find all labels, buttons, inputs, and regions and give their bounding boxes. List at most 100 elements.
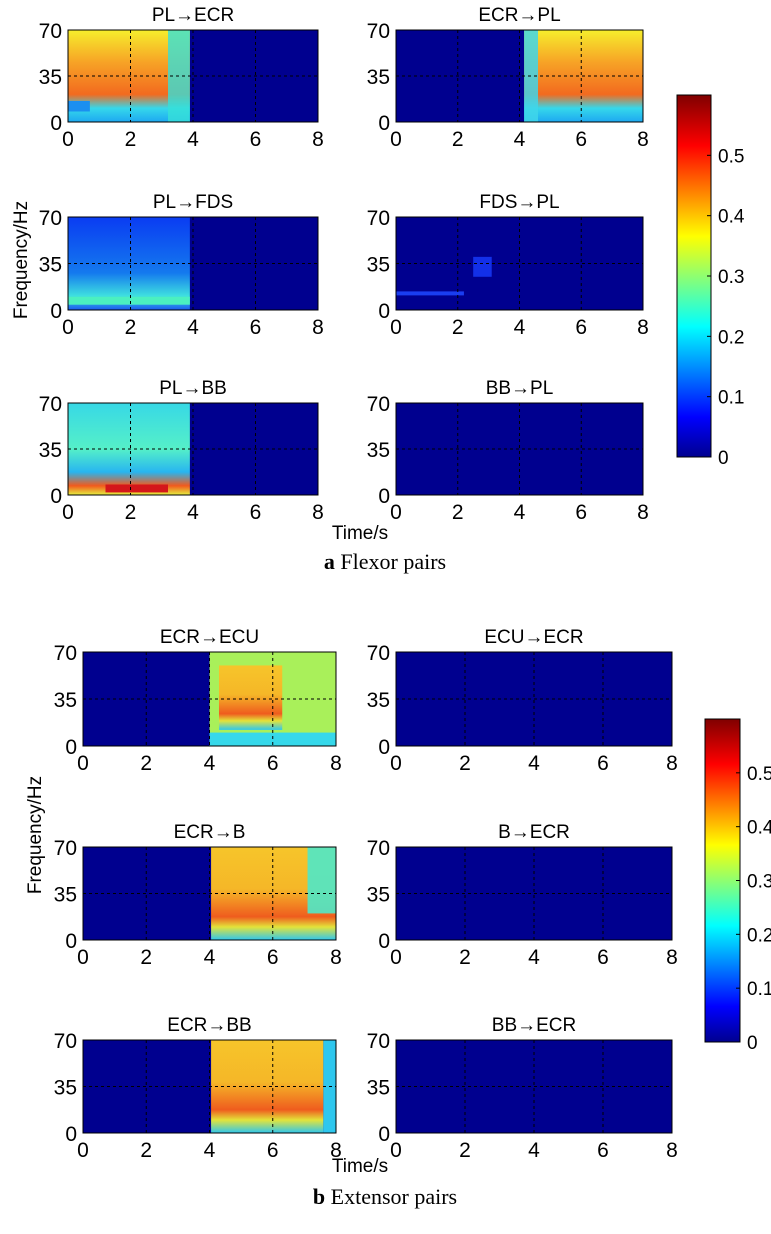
colorbar-tick: 0.2 [747,925,771,946]
subplot-b-6: BB→ECR 0 2 4 6 8 0 35 70 [367,1015,678,1162]
subplot-b-2: ECU→ECR 0 2 4 6 8 0 35 70 [367,627,678,775]
panel-caption-text: Extensor pairs [325,1184,457,1209]
subplot-a-6-xtick: 6 [575,501,587,524]
subplot-a-3-xtick: 0 [62,316,74,339]
subplot-a-4-frame [395,216,644,311]
y-axis-label: Frequency/Hz [11,201,32,319]
panel-b: ECR→ECU 0 2 4 6 8 0 35 70 ECU→ECR 0 2 4 6 8 0 35 70 ECR→B 0… [25,627,771,1209]
subplot-a-3-xtick: 6 [250,316,262,339]
subplot-a-3-xtick: 8 [312,316,324,339]
subplot-b-1-activity-low [209,732,336,746]
subplot-a-1-xtick: 8 [312,128,324,151]
subplot-a-2-ytick: 35 [367,66,390,89]
subplot-b-5: ECR→BB 0 2 4 6 8 0 35 70 [54,1015,342,1162]
subplot-b-3: ECR→B 0 2 4 6 8 0 35 70 [54,822,342,969]
subplot-a-3-xtick: 2 [125,316,137,339]
subplot-b-2-ytick: 0 [378,736,390,759]
panel-caption: b Extensor pairs [313,1184,457,1209]
subplot-b-4-ytick: 70 [367,837,390,860]
subplot-b-6-xtick: 2 [459,1139,471,1162]
subplot-a-3: PL→FDS 0 2 4 6 8 0 35 70 [39,192,324,339]
subplot-a-4-activity-line [396,291,464,296]
subplot-a-2-xtick: 6 [575,128,587,151]
subplot-a-2: ECR→PL 0 2 4 6 8 0 35 70 [367,5,649,151]
subplot-a-5-xtick: 8 [312,501,324,524]
subplot-b-1-xtick: 2 [140,752,152,775]
panel-caption-letter: b [313,1184,325,1209]
subplot-a-5: PL→BB 0 2 4 6 8 0 35 70 [39,378,324,524]
subplot-a-3-activity-low [68,296,190,305]
subplot-b-4-xtick: 0 [390,946,402,969]
colorbar-tick: 0 [747,1033,758,1054]
subplot-a-1-xtick: 0 [62,128,74,151]
subplot-b-6-ytick: 0 [378,1123,390,1146]
subplot-a-1-title: PL→ECR [152,5,234,26]
subplot-b-5-title: ECR→BB [167,1015,251,1036]
subplot-a-1-frame [67,29,319,123]
colorbar-tick: 0.1 [747,979,771,1000]
panel-caption-letter: a [324,549,335,574]
subplot-a-2-activity-edge [524,30,539,122]
subplot-b-5-xtick: 4 [204,1139,216,1162]
subplot-b-3-xtick: 4 [204,946,216,969]
subplot-b-1-ytick: 70 [54,642,77,665]
colorbar-tick: 0.2 [718,327,744,348]
subplot-b-3-ytick: 70 [54,837,77,860]
subplot-b-6-title: BB→ECR [492,1015,576,1036]
subplot-a-2-title: ECR→PL [478,5,560,26]
subplot-a-1-xtick: 2 [125,128,137,151]
subplot-b-5-ytick: 70 [54,1030,77,1053]
subplot-b-6-xtick: 4 [528,1139,540,1162]
subplot-b-4-xtick: 4 [528,946,540,969]
subplot-b-4: B→ECR 0 2 4 6 8 0 35 70 [367,822,678,969]
subplot-b-4-ytick: 35 [367,884,390,907]
subplot-a-6-ytick: 35 [367,439,390,462]
subplot-a-5-frame [67,402,319,496]
subplot-b-6-ytick: 70 [367,1030,390,1053]
subplot-b-2-xtick: 6 [597,752,609,775]
subplot-a-5-xtick: 4 [187,501,199,524]
subplot-b-1-xtick: 8 [330,752,342,775]
subplot-a-6-xtick: 0 [390,501,402,524]
subplot-a-6-ytick: 70 [367,393,390,416]
subplot-a-1-xtick: 6 [250,128,262,151]
subplot-b-5-frame [82,1039,337,1134]
subplot-b-3-title: ECR→B [174,822,246,843]
subplot-a-6-frame [395,402,644,496]
subplot-a-6-xtick: 8 [637,501,649,524]
subplot-a-4-xtick: 8 [637,316,649,339]
subplot-a-6: BB→PL 0 2 4 6 8 0 35 70 [367,378,649,524]
subplot-b-3-ytick: 0 [65,930,77,953]
subplot-b-6-frame [395,1039,673,1134]
subplot-b-2-xtick: 8 [666,752,678,775]
subplot-a-2-xtick: 0 [390,128,402,151]
subplot-a-5-ytick: 0 [50,485,62,508]
subplot-a-4: FDS→PL 0 2 4 6 8 0 35 70 [367,192,649,339]
subplot-b-2-xtick: 4 [528,752,540,775]
colorbar-gradient [704,718,741,1043]
subplot-a-4-ytick: 70 [367,207,390,230]
colorbar-tick: 0 [718,448,729,469]
subplot-a-6-title: BB→PL [486,378,554,399]
subplot-b-2-frame [395,651,673,747]
colorbar-tick: 0.5 [718,146,744,167]
subplot-a-3-ytick: 35 [39,254,62,277]
subplot-a-1-activity-low [68,100,90,112]
subplot-b-2-xtick: 0 [390,752,402,775]
colorbar-tick: 0.1 [718,388,744,409]
subplot-b-1-activity-core [218,665,283,730]
subplot-b-3-activity-edge [307,847,336,914]
subplot-b-2-ytick: 35 [367,689,390,712]
subplot-b-4-title: B→ECR [498,822,570,843]
subplot-a-6-xtick: 2 [452,501,464,524]
subplot-a-2-xtick: 2 [452,128,464,151]
subplot-b-5-xtick: 2 [140,1139,152,1162]
subplot-a-1-ytick: 0 [50,112,62,135]
subplot-a-4-xtick: 6 [575,316,587,339]
subplot-a-3-frame [67,216,319,311]
subplot-a-4-ytick: 35 [367,254,390,277]
subplot-b-1-title: ECR→ECU [160,627,259,648]
subplot-a-1-ytick: 35 [39,66,62,89]
subplot-a-3-ytick: 70 [39,207,62,230]
